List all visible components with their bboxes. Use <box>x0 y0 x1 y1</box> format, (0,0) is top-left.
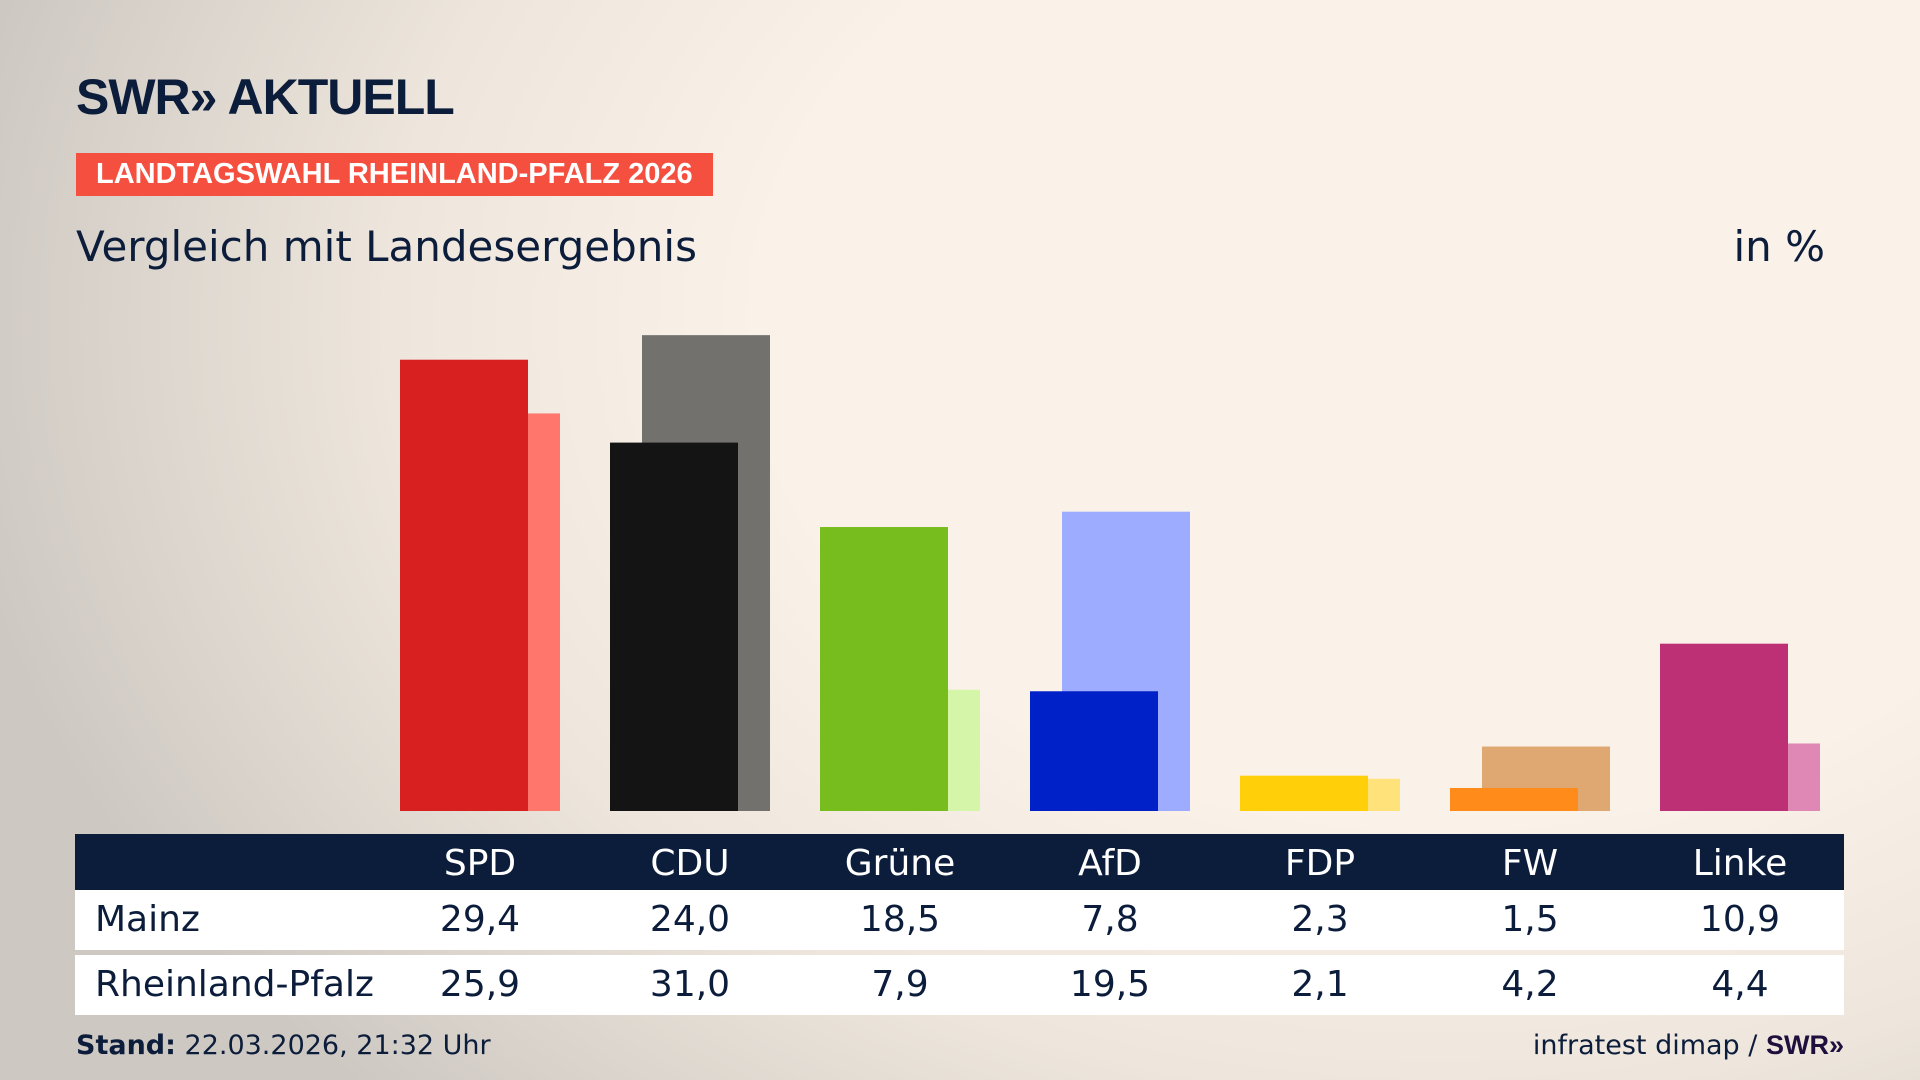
source-text: infratest dimap / <box>1532 1030 1758 1061</box>
bar-spd-mainz <box>400 359 528 811</box>
row-label: Rheinland-Pfalz <box>95 964 374 1005</box>
table-cell: 29,4 <box>439 899 521 940</box>
stand-value: 22.03.2026, 21:32 Uhr <box>184 1030 491 1061</box>
table-cell: 4,4 <box>1711 964 1769 1005</box>
column-header: AfD <box>1078 843 1142 884</box>
election-banner: LANDTAGSWAHL RHEINLAND-PFALZ 2026 <box>76 153 713 196</box>
bar-fw-mainz <box>1450 787 1578 811</box>
table-row: Rheinland-Pfalz 25,9 31,0 7,9 19,5 2,1 4,2 4,4 <box>75 955 1844 1015</box>
swr-aktuell-logo: SWR» AKTUELL <box>76 69 455 125</box>
table-cell: 19,5 <box>1069 964 1151 1005</box>
column-header: SPD <box>443 843 517 884</box>
bar-chart <box>400 335 1820 811</box>
unit-label: in % <box>1733 222 1825 271</box>
table-cell: 18,5 <box>859 899 941 940</box>
swr-logo: SWR» <box>1765 1030 1844 1060</box>
column-header: Grüne <box>844 843 956 884</box>
bar-fdp-mainz <box>1240 775 1368 811</box>
bar-linke-mainz <box>1660 643 1788 811</box>
column-header: FW <box>1501 843 1559 884</box>
results-table: SPD CDU Grüne AfD FDP FW Linke Mainz 29,4 24,0 1… <box>75 834 1844 1015</box>
bar-cdu-mainz <box>610 442 738 811</box>
table-header: SPD CDU Grüne AfD FDP FW Linke <box>75 834 1844 890</box>
table-cell: 7,8 <box>1081 899 1139 940</box>
chart-subtitle: Vergleich mit Landesergebnis <box>76 222 697 271</box>
table-cell: 2,3 <box>1291 899 1349 940</box>
table-cell: 2,1 <box>1291 964 1349 1005</box>
table-cell: 25,9 <box>439 964 521 1005</box>
column-header: Linke <box>1692 843 1788 884</box>
row-label: Mainz <box>95 899 200 940</box>
column-header: CDU <box>650 843 730 884</box>
bar-afd-mainz <box>1030 691 1158 811</box>
table-cell: 10,9 <box>1699 899 1781 940</box>
stand-label: Stand: <box>76 1030 176 1061</box>
column-header: FDP <box>1284 843 1356 884</box>
table-cell: 31,0 <box>649 964 731 1005</box>
table-cell: 4,2 <box>1501 964 1559 1005</box>
timestamp: Stand: 22.03.2026, 21:32 Uhr <box>76 1030 491 1061</box>
table-cell: 1,5 <box>1501 899 1559 940</box>
source: infratest dimap / SWR» <box>1533 1030 1844 1061</box>
table-cell: 7,9 <box>871 964 929 1005</box>
table-cell: 24,0 <box>649 899 731 940</box>
bar-grüne-mainz <box>820 527 948 811</box>
table-row: Mainz 29,4 24,0 18,5 7,8 2,3 1,5 10,9 <box>75 890 1844 950</box>
